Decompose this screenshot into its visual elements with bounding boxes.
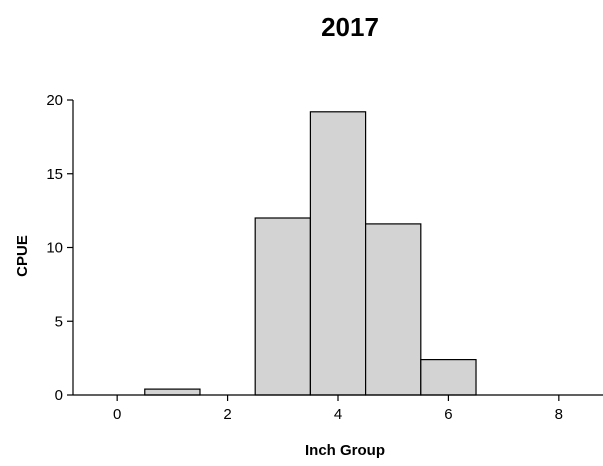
- x-tick-label: 6: [444, 406, 452, 423]
- y-tick-label: 5: [55, 313, 63, 330]
- y-ticks: 0 5 10 15 20: [46, 92, 73, 404]
- y-tick-label: 20: [46, 92, 63, 109]
- y-tick-label: 0: [55, 387, 63, 404]
- x-tick-label: 4: [334, 406, 342, 423]
- chart-title: 2017: [321, 12, 379, 42]
- y-axis-label: CPUE: [14, 235, 31, 277]
- x-tick-label: 2: [223, 406, 231, 423]
- histogram-bar: [420, 359, 477, 396]
- histogram-bar: [144, 388, 201, 396]
- histogram-bar: [309, 111, 367, 396]
- histogram-bar: [254, 217, 311, 396]
- histogram-bar: [365, 223, 422, 396]
- x-tick-label: 0: [113, 406, 121, 423]
- y-tick-label: 10: [46, 240, 63, 257]
- x-axis-label: Inch Group: [305, 442, 385, 459]
- x-ticks: 0 2 4 6 8: [113, 395, 563, 423]
- bars-group: [144, 111, 477, 396]
- x-tick-label: 8: [555, 406, 563, 423]
- y-tick-label: 15: [46, 166, 63, 183]
